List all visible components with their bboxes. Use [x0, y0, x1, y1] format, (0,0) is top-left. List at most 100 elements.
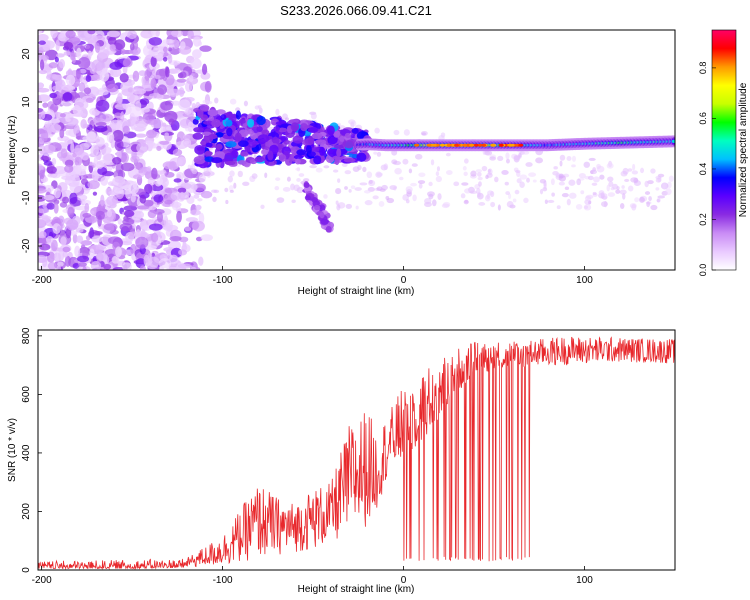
spectrogram-cell	[607, 192, 616, 197]
figure-title: S233.2026.066.09.41.C21	[280, 3, 432, 18]
colorbar-tick-label: 0.8	[698, 62, 708, 75]
spectrogram-cell	[199, 45, 212, 52]
spectrogram-cell	[292, 135, 304, 144]
spectrogram-cell	[558, 175, 567, 182]
spectrogram-cell	[647, 180, 654, 185]
spectrogram-cell	[512, 198, 517, 203]
spectrogram-cell	[135, 133, 147, 138]
spectrogram-cell	[150, 77, 157, 90]
spectrogram-cell	[543, 182, 547, 190]
spectrogram-cell	[185, 127, 191, 132]
spectrogram-cell	[376, 151, 382, 157]
spectrogram-cell	[211, 119, 221, 128]
spectrogram-cell	[385, 195, 390, 200]
spectrogram-cell	[170, 191, 182, 201]
spectrogram-cell	[53, 188, 62, 199]
spectrogram-cell	[143, 254, 150, 267]
spectrogram-cell	[576, 178, 582, 186]
spectrogram-cell	[463, 199, 469, 205]
spectrogram-cell	[76, 235, 84, 243]
spectrogram-cell	[132, 174, 142, 180]
spectrogram-cell	[130, 193, 136, 203]
spectrogram-cell	[344, 132, 352, 139]
spectrogram-cell	[323, 165, 330, 169]
spectrogram-cell	[190, 164, 196, 171]
spectrogram-cell	[374, 127, 380, 134]
spectrogram-cell	[197, 108, 204, 118]
spectrogram-cell	[58, 249, 65, 261]
spectrogram-cell	[38, 144, 46, 155]
spectrogram-cell	[525, 162, 533, 167]
spectrogram-cell	[184, 194, 190, 201]
spectrogram-cell	[178, 263, 192, 269]
spectrogram-cell	[178, 87, 185, 97]
spectrogram-cell	[639, 196, 645, 203]
spectrogram-cell	[114, 176, 125, 183]
spectrogram-cell	[157, 84, 168, 95]
spectrogram-cell	[505, 191, 510, 196]
y-tick-label: -10	[21, 190, 32, 205]
spectrogram-cell	[307, 135, 315, 145]
spectrogram-cell	[293, 154, 304, 160]
spectrogram-cell	[107, 36, 117, 46]
spectrogram-cell	[506, 201, 514, 208]
spectrogram-cell	[109, 44, 116, 52]
spectrogram-cell	[194, 145, 206, 155]
spectrogram-cell	[74, 144, 84, 156]
spectrogram-cell	[556, 205, 561, 210]
spectrogram-cell	[238, 119, 246, 124]
spectrogram-cell	[587, 175, 594, 181]
spectrogram-cell	[294, 158, 301, 165]
spectrogram-cell	[132, 70, 140, 82]
x-tick-label: -100	[213, 275, 233, 286]
spectrogram-cell	[82, 266, 87, 270]
spectrogram-cell	[147, 177, 156, 186]
spectrogram-cell	[47, 262, 57, 270]
spectrogram-cell	[51, 173, 61, 179]
spectrogram-cell	[622, 167, 629, 175]
spectrogram-cell	[195, 204, 202, 211]
spectrogram-cell	[535, 157, 544, 164]
spectrogram-cell	[333, 144, 344, 149]
spectrogram-cell	[275, 177, 281, 181]
spectrogram-cell	[89, 248, 95, 258]
spectrogram-cell	[193, 194, 200, 199]
spectrogram-cell	[133, 123, 147, 132]
spectrogram-cell	[39, 231, 47, 239]
spectrogram-cell	[320, 218, 329, 225]
spectrogram-cell	[134, 169, 139, 174]
spectrogram-cell	[606, 184, 610, 192]
spectrogram-cell	[103, 263, 112, 270]
colorbar-gradient	[712, 30, 736, 270]
spectrogram-cell	[261, 129, 270, 136]
spectrogram-cell	[94, 42, 100, 54]
spectrogram-cell	[532, 179, 537, 183]
spectrogram-cell	[204, 151, 213, 156]
spectrogram-cell	[373, 151, 378, 155]
spectrogram-cell	[148, 36, 163, 46]
spectrogram-cell	[378, 201, 385, 207]
spectrogram-cell	[46, 202, 56, 210]
spectrogram-cell	[178, 99, 191, 110]
spectrogram-cell	[197, 198, 203, 202]
spectrogram-cell	[61, 175, 75, 181]
spectrogram-cell	[309, 165, 317, 169]
spectrogram-cell	[592, 191, 597, 196]
spectrogram-cell	[267, 150, 274, 161]
colorbar-ticks: 0.0 0.2 0.4 0.6 0.8	[698, 62, 716, 276]
spectrogram-cell	[523, 197, 529, 204]
spectrogram-cell	[96, 252, 108, 261]
spectrogram-cell	[110, 138, 115, 149]
spectrogram-cell	[616, 186, 620, 190]
spectrogram-cell	[171, 30, 183, 38]
spectrogram-cell	[291, 199, 296, 204]
spectrogram-cell	[633, 177, 639, 184]
spectrogram-cell	[67, 206, 75, 218]
spectrogram-cell	[305, 145, 312, 155]
spectrogram-cell	[128, 49, 139, 55]
y-tick-label: 10	[21, 96, 32, 108]
spectrogram-cell	[284, 117, 290, 121]
spectrogram-cell	[350, 185, 356, 190]
spectrogram-cell	[351, 127, 359, 134]
